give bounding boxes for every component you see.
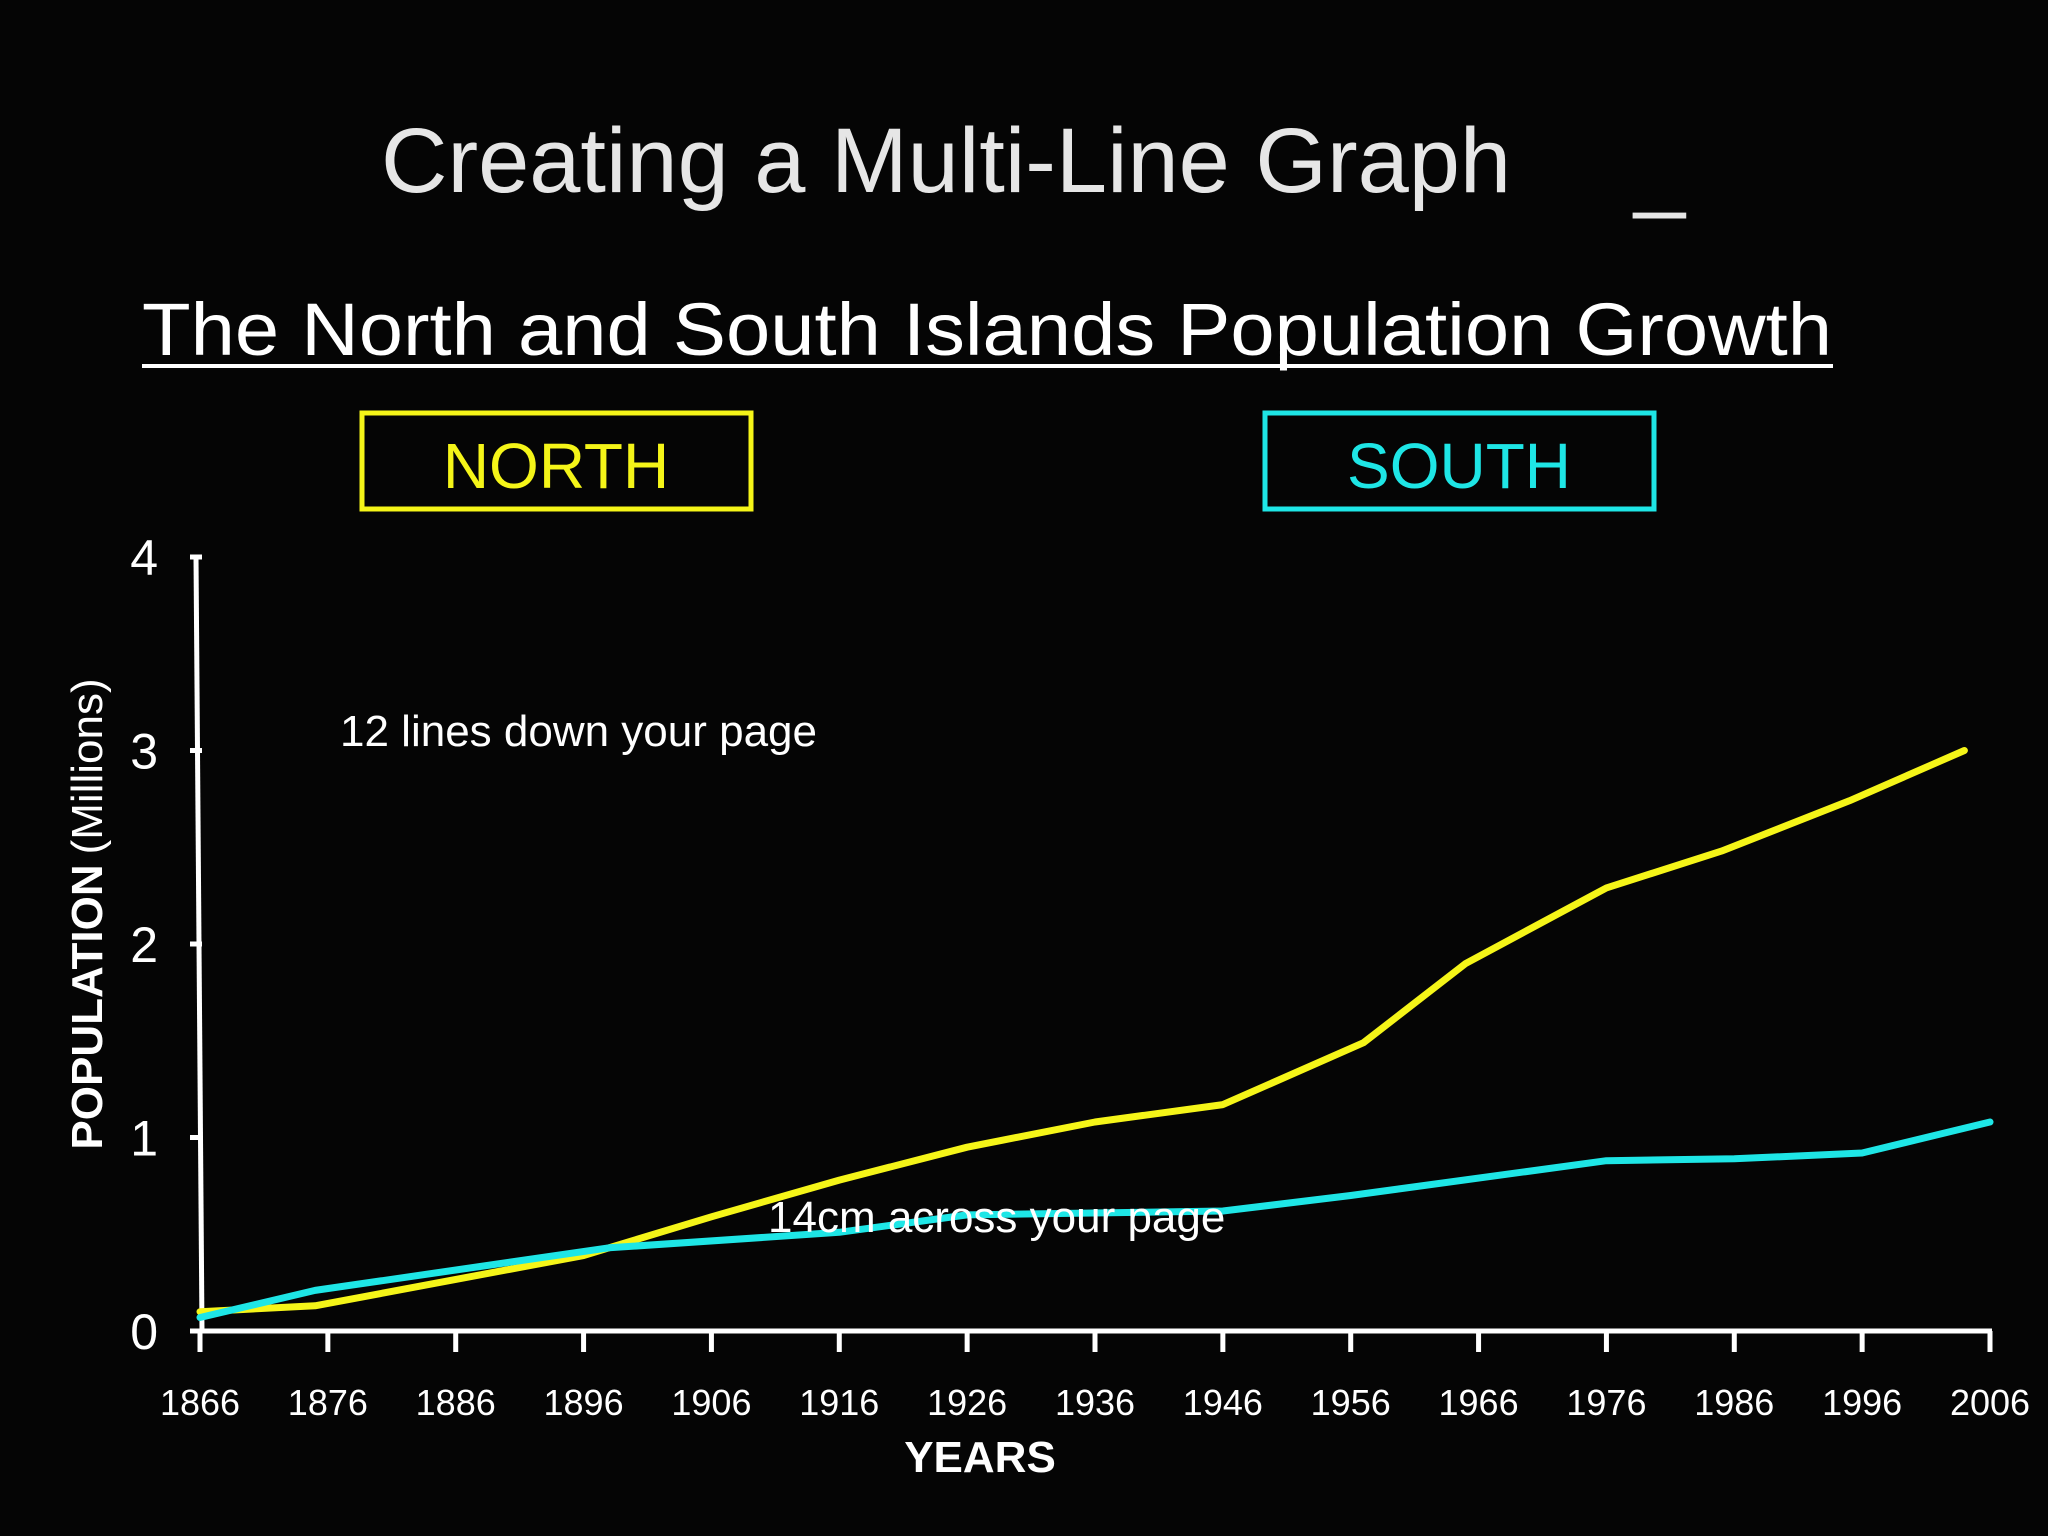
- slide-title: Creating a Multi-Line Graph: [381, 110, 1511, 212]
- chart-title: The North and South Islands Population G…: [142, 288, 1832, 371]
- series-group: [196, 747, 1994, 1321]
- legend-label-south: SOUTH: [1347, 430, 1571, 502]
- x-ticks: 1866 1876 1886 1896 1906 1916 1926 1936 1946 1956…: [160, 1331, 2030, 1423]
- y-tick-label: 3: [130, 724, 158, 780]
- title-cursor: _: [1632, 118, 1687, 220]
- x-tick-label: 1986: [1694, 1382, 1774, 1423]
- x-tick-label: 1956: [1311, 1382, 1391, 1423]
- legend-label-north: NORTH: [443, 430, 669, 502]
- legend-box-north: [359, 410, 754, 512]
- y-axis-title: POPULATION (Millions): [63, 678, 112, 1149]
- x-tick-label: 1906: [671, 1382, 751, 1423]
- x-tick-label: 1886: [416, 1382, 496, 1423]
- x-tick-label: 1936: [1055, 1382, 1135, 1423]
- note-width: 14cm across your page: [768, 1193, 1225, 1242]
- legend: NORTH SOUTH: [359, 410, 1657, 512]
- note-rows: 12 lines down your page: [340, 707, 817, 756]
- y-tick-label: 0: [130, 1304, 158, 1360]
- legend-box-south: [1262, 410, 1657, 512]
- x-tick-label: 1896: [544, 1382, 624, 1423]
- x-axis-title: YEARS: [904, 1433, 1056, 1482]
- y-axis-label: POPULATION: [63, 864, 112, 1149]
- series-line-south: [196, 1118, 1994, 1321]
- x-tick-label: 1866: [160, 1382, 240, 1423]
- x-tick-label: 2006: [1950, 1382, 2030, 1423]
- x-tick-label: 1946: [1183, 1382, 1263, 1423]
- y-tick-label: 2: [130, 917, 158, 973]
- y-tick-label: 1: [130, 1111, 158, 1167]
- y-axis-unit: (Millions): [63, 678, 112, 854]
- y-ticks: 0 1 2 3 4: [130, 530, 202, 1360]
- x-tick-label: 1926: [927, 1382, 1007, 1423]
- x-tick-label: 1916: [799, 1382, 879, 1423]
- x-tick-label: 1876: [288, 1382, 368, 1423]
- x-tick-label: 1996: [1822, 1382, 1902, 1423]
- y-tick-label: 4: [130, 530, 158, 586]
- x-tick-label: 1976: [1566, 1382, 1646, 1423]
- x-tick-label: 1966: [1439, 1382, 1519, 1423]
